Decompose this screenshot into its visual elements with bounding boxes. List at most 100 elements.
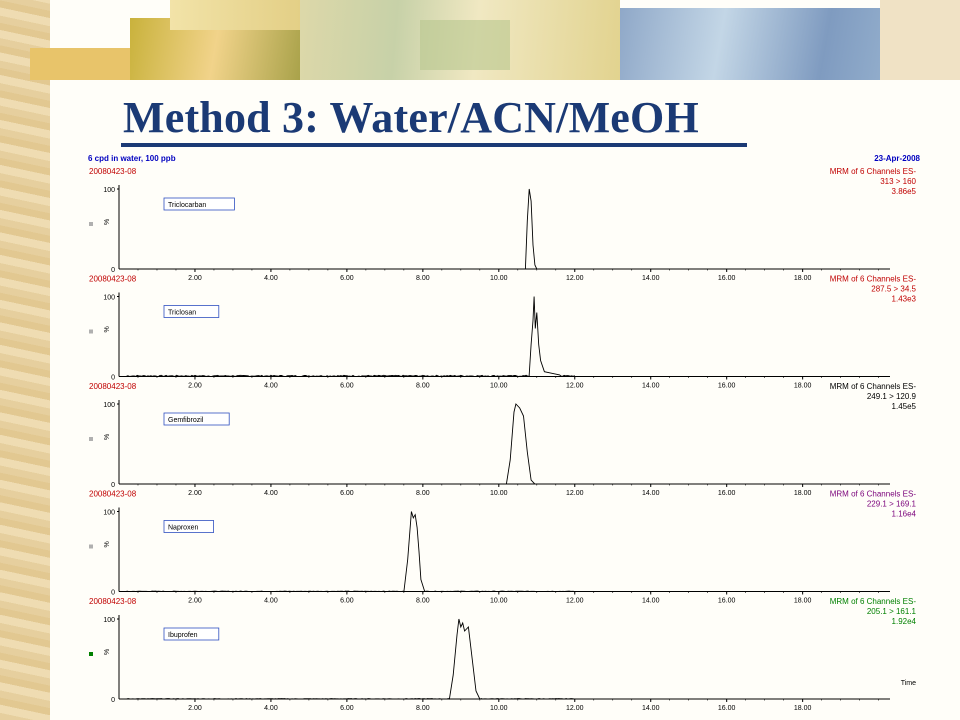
channel-marker [89, 652, 93, 656]
x-tick-label: 2.00 [188, 598, 202, 605]
method-label: MRM of 6 Channels ES- [830, 167, 917, 176]
compound-label: Ibuprofen [168, 632, 198, 639]
x-tick-label: 10.00 [490, 490, 508, 497]
acquisition-date: 23-Apr-2008 [874, 154, 920, 163]
compound-label: Triclocarban [168, 202, 206, 209]
channel-marker [89, 329, 93, 334]
x-tick-label: 14.00 [642, 598, 660, 605]
x-tick-label: 2.00 [188, 275, 202, 282]
chromatogram-panel: 20080423-08 MRM of 6 Channels ES-287.5 > … [89, 275, 917, 390]
intensity-label: 1.45e5 [892, 402, 917, 411]
title-underline [121, 143, 747, 147]
y-tick-label: 100 [103, 617, 115, 624]
x-tick-label: 12.00 [566, 383, 584, 390]
x-tick-label: 18.00 [794, 383, 812, 390]
compound-label: Gemfibrozil [168, 417, 204, 424]
x-tick-label: 2.00 [188, 705, 202, 712]
transition-label: 205.1 > 161.1 [867, 607, 917, 616]
chromatogram-trace [126, 511, 574, 593]
compound-label-box [163, 305, 220, 318]
x-tick-label: 16.00 [718, 383, 736, 390]
x-tick-label: 14.00 [642, 275, 660, 282]
chromatogram-trace [126, 618, 575, 700]
chromatogram-panel: 20080423-08 MRM of 6 Channels ES-205.1 > … [89, 597, 917, 712]
x-tick-label: 16.00 [718, 705, 736, 712]
background-texture [0, 0, 50, 720]
file-id: 20080423-08 [89, 382, 137, 391]
y-tick-label: 0 [111, 375, 115, 382]
transition-label: 249.1 > 120.9 [867, 392, 917, 401]
x-tick-label: 8.00 [416, 490, 430, 497]
y-tick-label: 0 [111, 697, 115, 704]
file-id: 20080423-08 [89, 597, 137, 606]
channel-marker [89, 222, 93, 226]
x-tick-label: 2.00 [188, 490, 202, 497]
x-tick-label: 10.00 [490, 598, 508, 605]
x-tick-label: 8.00 [416, 705, 430, 712]
transition-label: 287.5 > 34.5 [871, 285, 916, 294]
x-axis-label: Time [901, 680, 916, 687]
method-label: MRM of 6 Channels ES- [830, 275, 917, 284]
x-tick-label: 18.00 [794, 275, 812, 282]
y-tick-label: 0 [111, 482, 115, 489]
compound-label: Naproxen [168, 525, 198, 532]
method-label: MRM of 6 Channels ES- [830, 597, 917, 606]
x-tick-label: 14.00 [642, 383, 660, 390]
x-tick-label: 12.00 [566, 705, 584, 712]
file-id: 20080423-08 [89, 167, 137, 176]
method-label: MRM of 6 Channels ES- [830, 490, 917, 499]
intensity-label: 1.16e4 [892, 510, 917, 519]
x-tick-label: 16.00 [718, 490, 736, 497]
sample-description: 6 cpd in water, 100 ppb [88, 154, 176, 163]
x-tick-label: 4.00 [264, 598, 278, 605]
y-axis-label: % [104, 541, 111, 547]
x-tick-label: 6.00 [340, 275, 354, 282]
method-label: MRM of 6 Channels ES- [830, 382, 917, 391]
compound-label-box [163, 197, 235, 211]
x-tick-label: 10.00 [490, 275, 508, 282]
x-tick-label: 12.00 [566, 490, 584, 497]
file-id: 20080423-08 [89, 490, 137, 499]
chromatogram-trace [126, 296, 575, 378]
file-id: 20080423-08 [89, 275, 137, 284]
x-tick-label: 12.00 [566, 598, 584, 605]
slide-title: Method 3: Water/ACN/MeOH [123, 93, 699, 142]
x-tick-label: 18.00 [794, 490, 812, 497]
y-axis-label: % [104, 326, 111, 332]
y-axis-label: % [104, 434, 111, 440]
y-tick-label: 100 [103, 510, 115, 517]
slide-panel [50, 0, 960, 720]
channel-marker [89, 544, 93, 549]
x-tick-label: 10.00 [490, 383, 508, 390]
chromatogram-trace [126, 188, 575, 270]
y-tick-label: 100 [103, 187, 115, 194]
x-tick-label: 4.00 [264, 275, 278, 282]
chromatogram-panels: 20080423-08 MRM of 6 Channels ES-313 > 16… [89, 167, 917, 712]
x-tick-label: 16.00 [718, 275, 736, 282]
x-tick-label: 4.00 [264, 490, 278, 497]
x-tick-label: 10.00 [490, 705, 508, 712]
x-tick-label: 18.00 [794, 598, 812, 605]
x-tick-label: 14.00 [642, 490, 660, 497]
x-tick-label: 16.00 [718, 598, 736, 605]
y-axis-label: % [104, 649, 111, 655]
x-tick-label: 2.00 [188, 383, 202, 390]
compound-label-box [163, 520, 214, 533]
y-tick-label: 100 [103, 402, 115, 409]
chromatogram-panel: 20080423-08 MRM of 6 Channels ES-249.1 > … [89, 382, 917, 497]
y-tick-label: 0 [111, 590, 115, 597]
x-tick-label: 12.00 [566, 275, 584, 282]
intensity-label: 1.43e3 [892, 295, 917, 304]
transition-label: 229.1 > 169.1 [867, 500, 917, 509]
x-tick-label: 6.00 [340, 490, 354, 497]
x-tick-label: 8.00 [416, 275, 430, 282]
x-tick-label: 6.00 [340, 705, 354, 712]
x-tick-label: 6.00 [340, 598, 354, 605]
transition-label: 313 > 160 [880, 177, 916, 186]
x-tick-label: 4.00 [264, 383, 278, 390]
channel-marker [89, 437, 93, 441]
x-tick-label: 14.00 [642, 705, 660, 712]
compound-label: Triclosan [168, 310, 196, 317]
x-tick-label: 8.00 [416, 383, 430, 390]
